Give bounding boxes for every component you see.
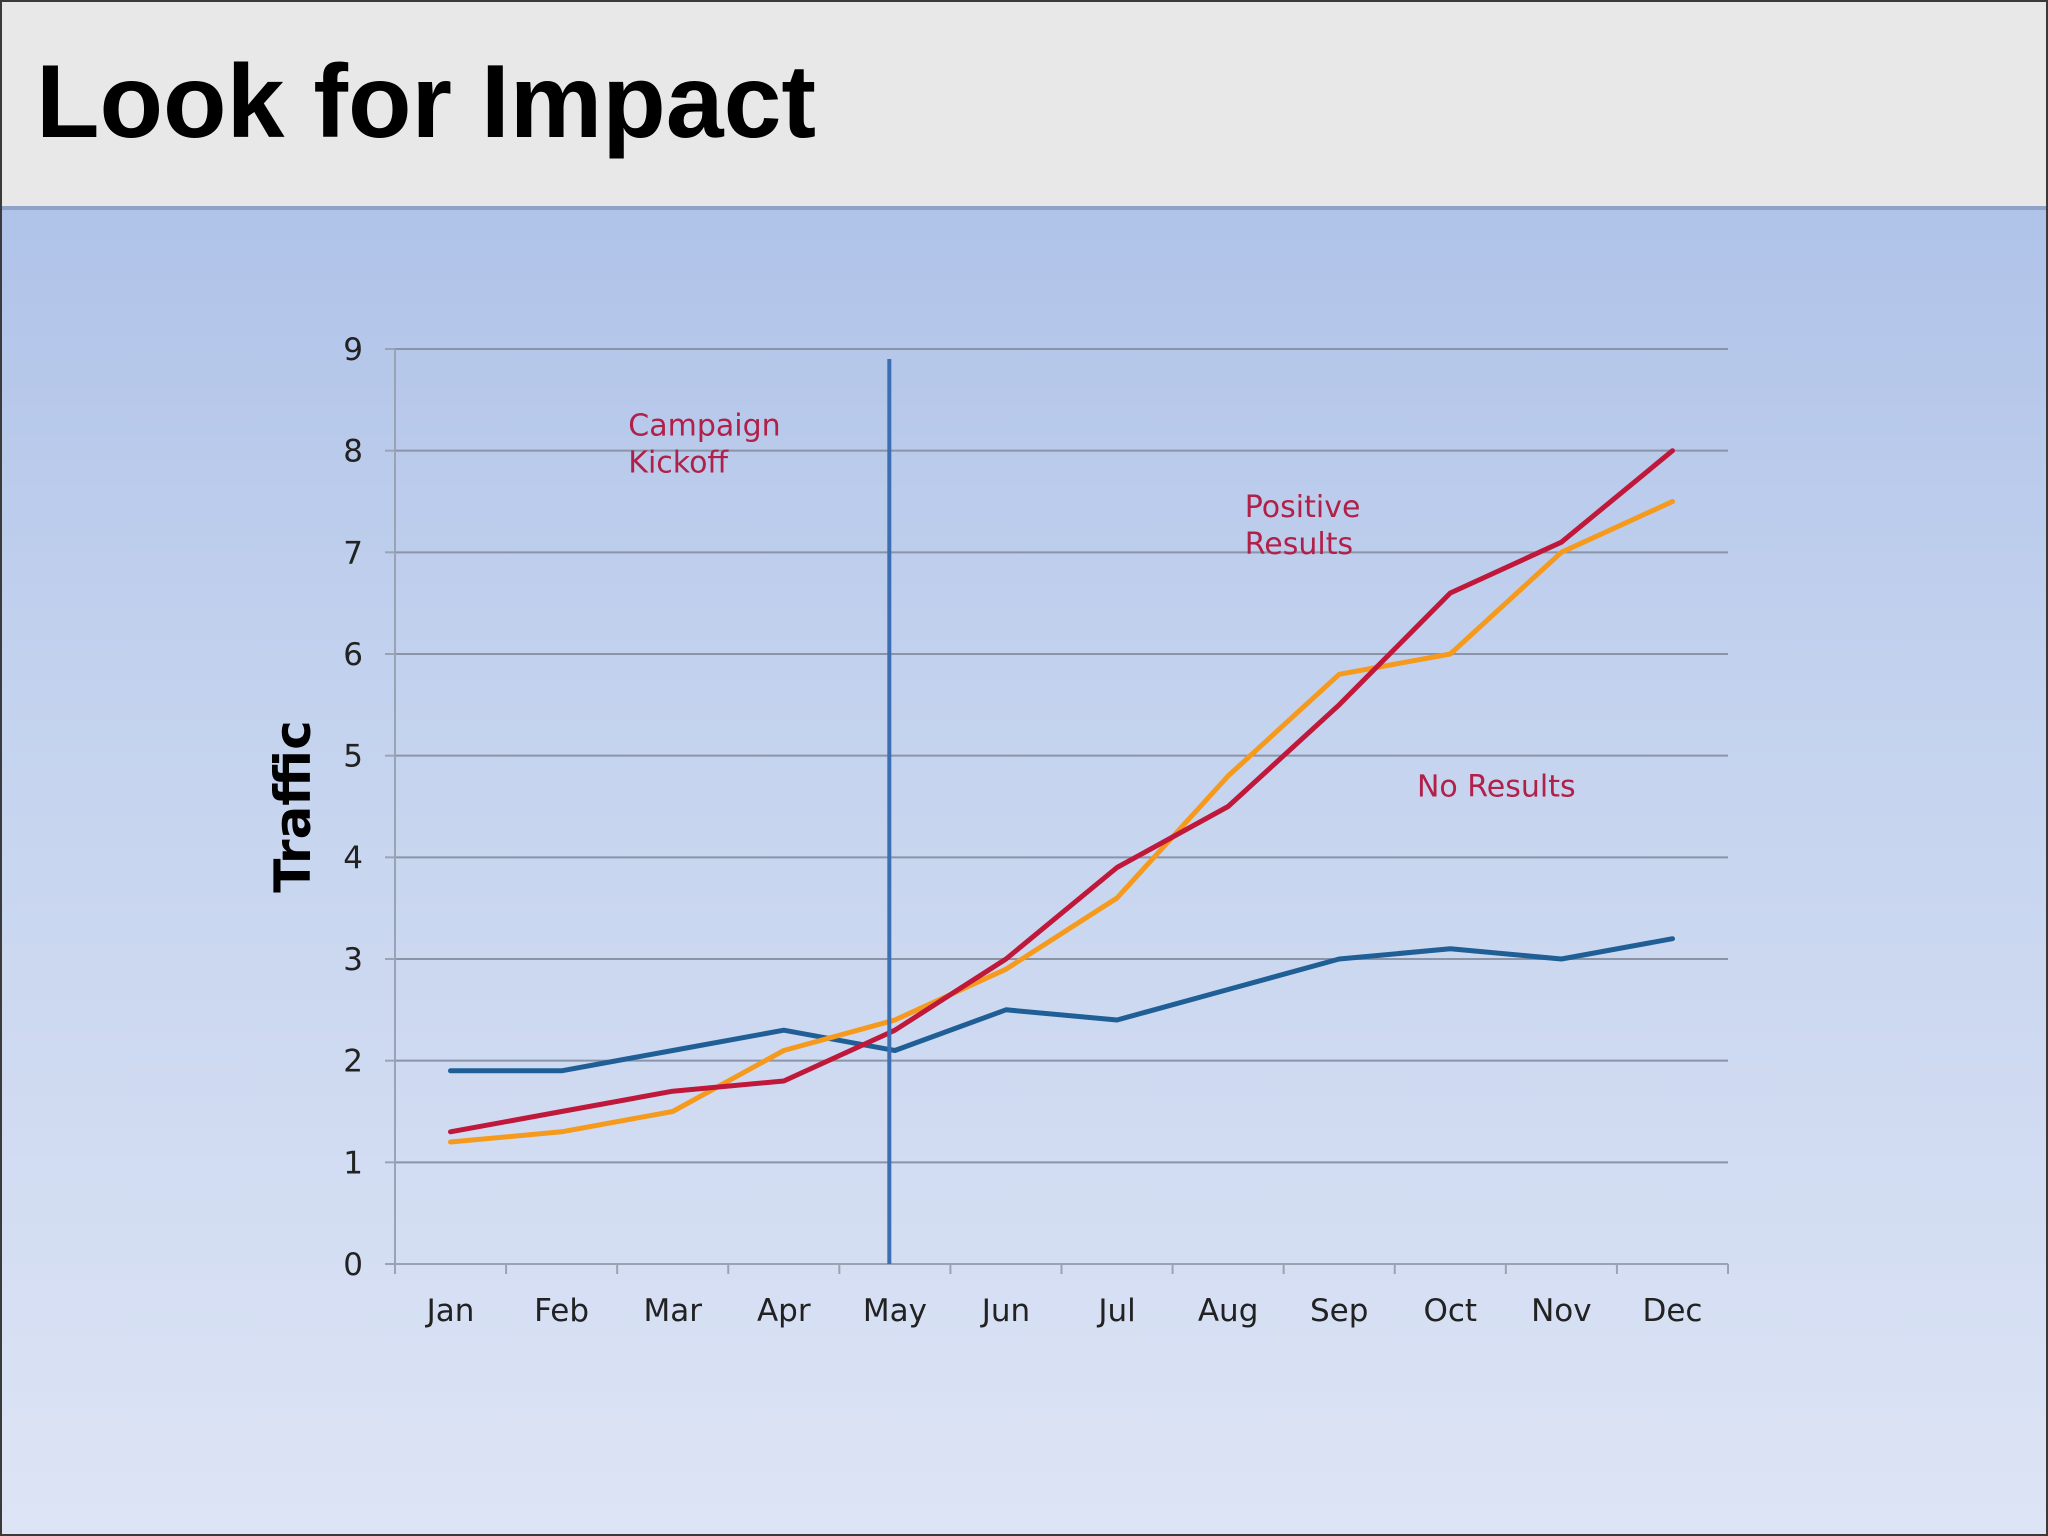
x-tick-label-jan: Jan xyxy=(425,1293,475,1329)
x-tick-label-apr: Apr xyxy=(757,1293,811,1329)
annotation-line: No Results xyxy=(1417,769,1576,804)
annotation-line: Results xyxy=(1245,527,1353,562)
y-tick-label: 2 xyxy=(343,1044,363,1080)
y-axis-title: Traffic xyxy=(264,720,322,892)
title-bar: Look for Impact xyxy=(2,2,2046,210)
x-tick-label-dec: Dec xyxy=(1642,1293,1702,1329)
series-line-2 xyxy=(448,499,1675,1145)
x-tick-label-feb: Feb xyxy=(534,1293,589,1329)
x-tick-label-may: May xyxy=(863,1293,927,1329)
y-tick-label: 8 xyxy=(343,434,363,470)
annotation-1: Campaign Kickoff xyxy=(628,408,780,480)
y-tick-label: 7 xyxy=(343,535,363,571)
x-tick-label-oct: Oct xyxy=(1423,1293,1477,1329)
annotation-3: No Results xyxy=(1417,769,1576,804)
x-tick-label-aug: Aug xyxy=(1198,1293,1259,1329)
y-tick-label: 5 xyxy=(343,739,363,775)
page-title: Look for Impact xyxy=(36,44,817,160)
y-tick-label: 0 xyxy=(343,1247,363,1283)
y-tick-label: 9 xyxy=(343,332,363,368)
series-line-3 xyxy=(448,448,1675,1135)
y-tick-label: 3 xyxy=(343,942,363,978)
series-line-1 xyxy=(448,936,1675,1074)
x-tick-label-jun: Jun xyxy=(980,1293,1030,1329)
y-tick-label: 1 xyxy=(343,1145,363,1181)
annotation-2: Positive Results xyxy=(1245,490,1361,562)
x-tick-label-sep: Sep xyxy=(1310,1293,1368,1329)
x-tick-label-nov: Nov xyxy=(1531,1293,1592,1329)
y-tick-label: 6 xyxy=(343,637,363,673)
annotation-line: Kickoff xyxy=(628,445,729,480)
x-tick-label-mar: Mar xyxy=(643,1293,702,1329)
y-tick-label: 4 xyxy=(343,840,363,876)
annotation-line: Positive xyxy=(1245,490,1361,525)
x-tick-label-jul: Jul xyxy=(1096,1293,1135,1329)
annotation-line: Campaign xyxy=(628,408,780,443)
